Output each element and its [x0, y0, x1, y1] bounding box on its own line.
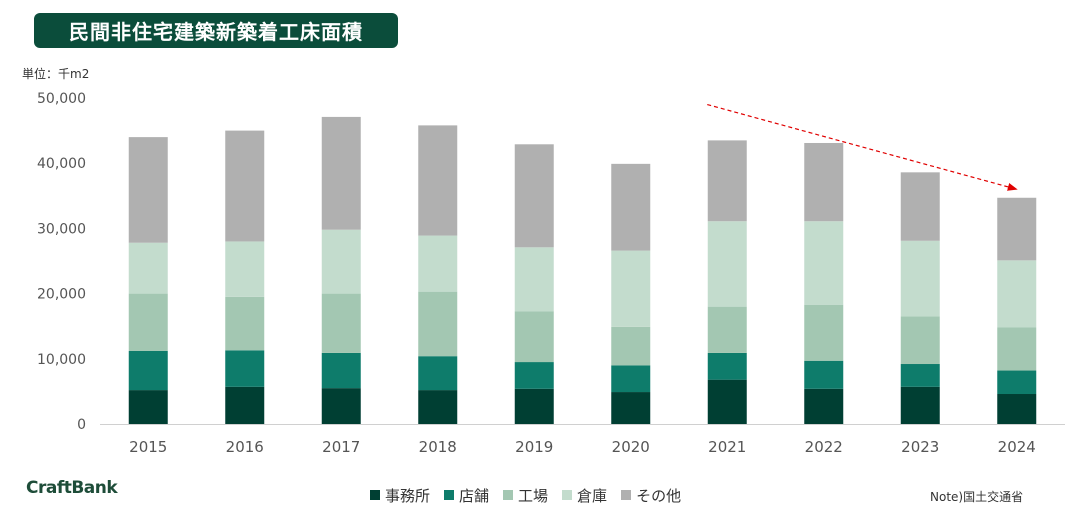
y-axis: 0 10,000 20,000 30,000 40,000 50,000 — [37, 91, 86, 433]
bar-segment-2023-工場 — [900, 316, 940, 365]
x-tick-label: 2015 — [129, 438, 167, 456]
bar-segment-2023-倉庫 — [900, 240, 940, 317]
bar-segment-2015-倉庫 — [128, 242, 168, 294]
legend-swatch — [621, 490, 632, 500]
legend-swatch — [562, 490, 573, 500]
bar-segment-2022-事務所 — [804, 388, 844, 424]
bar-segment-2021-その他 — [707, 140, 747, 222]
bar-segment-2022-店舗 — [804, 360, 844, 389]
bar-segment-2024-倉庫 — [997, 260, 1037, 328]
stacked-bar-chart: 0 10,000 20,000 30,000 40,000 50,000 2015 2016… — [37, 91, 1065, 456]
trend-arrow-line — [707, 103, 1018, 191]
bar-segment-2019-倉庫 — [514, 247, 554, 312]
unit-label: 単位：千m2 — [22, 67, 90, 81]
x-tick-label: 2022 — [805, 438, 843, 456]
legend-swatch — [503, 490, 514, 500]
legend-swatch — [444, 490, 455, 500]
bar-segment-2017-店舗 — [321, 352, 361, 389]
bar-segment-2016-倉庫 — [225, 241, 265, 297]
bar-segment-2017-工場 — [321, 293, 361, 353]
bar-segment-2024-事務所 — [997, 394, 1037, 424]
legend: 事務所 店舗 工場 倉庫 その他 — [370, 485, 695, 505]
bar-segment-2016-店舗 — [225, 350, 265, 387]
bar-segment-2020-店舗 — [611, 365, 651, 393]
bar-segment-2019-その他 — [514, 144, 554, 248]
brand-logo: CraftBank — [26, 478, 118, 498]
bar-segment-2021-工場 — [707, 306, 747, 353]
bar-segment-2020-倉庫 — [611, 250, 651, 327]
bar-segment-2021-事務所 — [707, 379, 747, 424]
bar-segment-2017-倉庫 — [321, 229, 361, 294]
legend-label: 倉庫 — [577, 486, 608, 505]
bar-segment-2015-店舗 — [128, 350, 168, 391]
bar-segment-2022-その他 — [804, 142, 844, 222]
legend-label: 店舗 — [459, 486, 490, 505]
bar-segment-2023-事務所 — [900, 386, 940, 424]
bar-segment-2015-その他 — [128, 137, 168, 243]
bar-segment-2021-倉庫 — [707, 221, 747, 307]
legend-label: 工場 — [518, 486, 549, 505]
bar-segment-2015-事務所 — [128, 390, 168, 424]
y-tick-label: 10,000 — [37, 352, 86, 368]
y-tick-label: 30,000 — [37, 221, 86, 237]
x-tick-label: 2021 — [708, 438, 746, 456]
legend-item: 工場 — [503, 485, 548, 506]
bar-segment-2020-事務所 — [611, 392, 651, 424]
bar-segment-2017-事務所 — [321, 388, 361, 424]
bar-segment-2018-工場 — [418, 291, 458, 357]
legend-item: 倉庫 — [562, 485, 607, 506]
y-tick-label: 0 — [77, 417, 86, 433]
y-tick-label: 20,000 — [37, 287, 86, 303]
x-tick-label: 2024 — [998, 438, 1036, 456]
bar-segment-2019-店舗 — [514, 362, 554, 389]
legend-swatch — [370, 490, 380, 500]
bar-segment-2023-その他 — [900, 172, 940, 241]
x-tick-label: 2017 — [322, 438, 360, 456]
bar-segment-2020-工場 — [611, 326, 651, 366]
bar-segment-2024-工場 — [997, 327, 1037, 371]
bar-segment-2016-事務所 — [225, 386, 265, 424]
trend-arrow — [707, 103, 1018, 191]
bar-segment-2023-店舗 — [900, 364, 940, 387]
bar-segment-2020-その他 — [611, 163, 651, 251]
source-note: Note)国土交通省 — [930, 490, 1024, 504]
y-tick-label: 40,000 — [37, 156, 86, 172]
legend-item: その他 — [621, 485, 681, 506]
bar-segment-2021-店舗 — [707, 352, 747, 380]
x-tick-label: 2018 — [419, 438, 457, 456]
x-tick-label: 2020 — [612, 438, 650, 456]
y-tick-label: 50,000 — [37, 91, 86, 107]
bar-segment-2024-店舗 — [997, 370, 1037, 395]
legend-label: 事務所 — [385, 486, 431, 505]
legend-item: 店舗 — [444, 485, 489, 506]
bar-segment-2016-その他 — [225, 130, 265, 242]
bar-segment-2022-倉庫 — [804, 221, 844, 305]
x-tick-label: 2023 — [901, 438, 939, 456]
bar-segment-2015-工場 — [128, 293, 168, 351]
bar-segment-2017-その他 — [321, 116, 361, 230]
bar-segment-2018-店舗 — [418, 356, 458, 391]
bar-segment-2022-工場 — [804, 304, 844, 361]
bar-segment-2018-事務所 — [418, 390, 458, 424]
bar-segment-2016-工場 — [225, 296, 265, 351]
bar-segment-2024-その他 — [997, 197, 1037, 261]
x-axis: 2015 2016 2017 2018 2019 2020 2021 2022 2023 2024 — [100, 424, 1065, 456]
legend-item: 事務所 — [370, 485, 430, 506]
bars — [128, 116, 1037, 424]
bar-segment-2018-倉庫 — [418, 235, 458, 292]
bar-segment-2018-その他 — [418, 125, 458, 236]
legend-label: その他 — [636, 486, 682, 505]
chart-title: 民間非住宅建築新築着工床面積 — [34, 13, 398, 48]
x-tick-label: 2016 — [226, 438, 264, 456]
bar-segment-2019-工場 — [514, 311, 554, 363]
x-tick-label: 2019 — [515, 438, 553, 456]
bar-segment-2019-事務所 — [514, 388, 554, 424]
